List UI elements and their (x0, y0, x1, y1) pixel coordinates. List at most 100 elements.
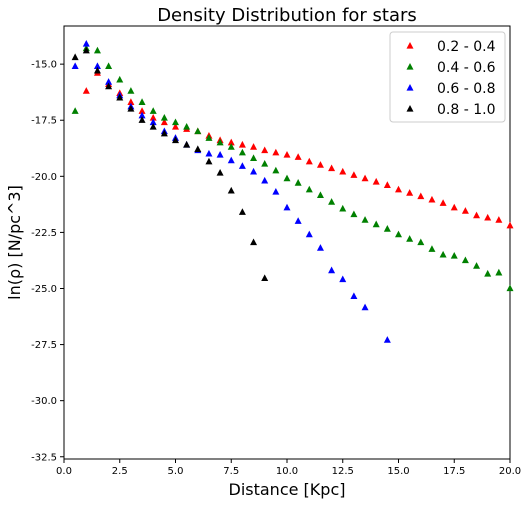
data-point (71, 62, 79, 70)
legend-marker (406, 63, 414, 70)
data-point (238, 148, 246, 156)
data-point (305, 157, 313, 165)
data-point (172, 118, 179, 126)
data-point (361, 216, 369, 223)
data-point (383, 336, 391, 343)
data-point (261, 176, 269, 184)
data-point (138, 98, 146, 105)
data-point (339, 167, 347, 175)
data-point (506, 221, 514, 229)
data-point (71, 53, 79, 61)
series-0-4-0-6 (71, 44, 514, 292)
data-point (428, 195, 436, 203)
data-point (361, 303, 369, 311)
x-tick-label: 20.0 (499, 466, 521, 477)
data-point (473, 211, 481, 219)
data-point (238, 208, 246, 215)
legend-label: 0.4 - 0.6 (437, 60, 496, 76)
data-point (406, 189, 414, 196)
data-point (93, 62, 101, 70)
data-point (350, 210, 358, 218)
data-point (205, 157, 213, 165)
y-tick-label: -27.5 (31, 340, 57, 351)
x-tick-label: 12.5 (332, 466, 354, 477)
data-point (461, 256, 469, 264)
data-point (238, 140, 246, 148)
legend-box (389, 31, 506, 123)
data-point (205, 149, 213, 157)
series-0-6-0-8 (71, 39, 391, 343)
data-point (149, 113, 157, 121)
data-point (406, 235, 414, 242)
legend-label: 0.6 - 0.8 (437, 81, 495, 97)
data-point (316, 244, 324, 251)
y-axis: -15.0 -17.5 -20.0 -22.5 -25.0 -27.5 -30.0 -32.5 (31, 60, 64, 463)
data-point (473, 262, 481, 269)
y-tick-label: -20.0 (31, 172, 57, 183)
data-point (316, 191, 324, 199)
x-tick-label: 17.5 (443, 466, 465, 477)
x-tick-label: 5.0 (168, 466, 184, 477)
x-axis: 0.0 2.5 5.0 7.5 10.0 12.5 15.0 17.5 20.0 (56, 459, 521, 477)
y-axis-label: ln(ρ) [N/pc^3] (5, 185, 24, 300)
data-point (383, 225, 391, 232)
data-point (450, 203, 458, 211)
data-point (328, 164, 336, 172)
data-point (82, 39, 90, 47)
data-point (93, 66, 101, 74)
y-tick-label: -22.5 (31, 228, 57, 239)
x-axis-label: Distance [Kpc] (229, 480, 346, 499)
y-tick-label: -17.5 (31, 116, 57, 127)
data-point (138, 116, 146, 123)
data-point (428, 245, 436, 252)
x-tick-label: 15.0 (387, 466, 409, 477)
data-point (495, 216, 503, 223)
x-tick-label: 2.5 (112, 466, 128, 477)
data-point (71, 107, 79, 114)
data-point (138, 111, 146, 119)
data-point (160, 129, 168, 137)
data-markers (71, 39, 514, 343)
chart-title: Density Distribution for stars (157, 5, 417, 26)
data-point (149, 107, 157, 114)
data-point (272, 188, 280, 195)
x-tick-label: 10.0 (276, 466, 298, 477)
data-point (372, 177, 380, 185)
data-point (261, 146, 269, 154)
data-point (417, 238, 425, 246)
legend-marker (406, 84, 414, 91)
data-point (105, 78, 113, 85)
legend-marker (406, 105, 414, 112)
data-point (395, 185, 402, 193)
data-point (183, 122, 191, 130)
data-point (339, 275, 347, 283)
data-point (350, 171, 358, 178)
data-point (417, 192, 425, 200)
legend-marker (406, 42, 414, 49)
data-point (439, 250, 447, 258)
data-point (227, 186, 235, 194)
data-point (305, 230, 313, 238)
data-point (361, 174, 369, 182)
data-point (461, 207, 469, 214)
data-point (283, 151, 291, 158)
legend-label: 0.8 - 1.0 (437, 102, 495, 118)
data-point (149, 122, 157, 130)
data-point (227, 138, 235, 146)
data-point (250, 154, 258, 162)
data-point (205, 134, 213, 141)
series-0-8-1-0 (71, 46, 269, 282)
data-point (127, 98, 135, 105)
data-point (272, 166, 280, 174)
legend: 0.2 - 0.4 0.4 - 0.6 0.6 - 0.8 0.8 - 1.0 (389, 31, 506, 123)
data-point (227, 143, 235, 150)
data-point (194, 145, 202, 153)
data-point (395, 230, 402, 238)
data-point (250, 143, 258, 150)
y-tick-label: -15.0 (31, 60, 57, 71)
data-point (328, 198, 336, 205)
data-point (116, 93, 124, 101)
data-point (172, 122, 179, 130)
data-point (105, 82, 113, 90)
data-point (227, 156, 235, 164)
